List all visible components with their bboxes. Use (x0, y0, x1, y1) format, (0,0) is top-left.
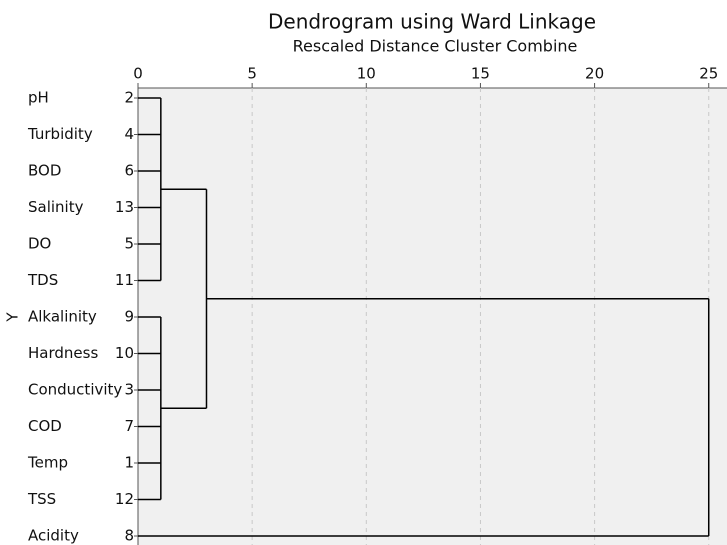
leaf-label: pH (28, 89, 49, 107)
leaf-id: 6 (124, 162, 134, 180)
leaf-id: 12 (115, 490, 134, 508)
leaf-label: Hardness (28, 344, 98, 362)
leaf-label: Alkalinity (28, 308, 97, 326)
leaf-id: 9 (124, 308, 134, 326)
leaf-id: 10 (115, 344, 134, 362)
x-tick-label: 0 (133, 65, 143, 83)
leaf-id: 2 (124, 89, 134, 107)
x-tick-label: 10 (357, 65, 376, 83)
x-tick-label: 15 (471, 65, 490, 83)
leaf-id: 5 (124, 235, 134, 253)
leaf-id: 1 (124, 454, 134, 472)
leaf-label: DO (28, 235, 51, 253)
x-tick-label: 5 (247, 65, 257, 83)
chart-title: Dendrogram using Ward Linkage (268, 10, 596, 34)
leaf-label: BOD (28, 162, 61, 180)
leaf-label: Turbidity (27, 125, 93, 143)
leaf-id: 11 (115, 271, 134, 289)
y-axis-label: Y (4, 312, 22, 323)
leaf-id: 8 (124, 527, 134, 545)
leaf-id: 13 (115, 198, 134, 216)
leaf-id: 4 (124, 125, 134, 143)
leaf-id: 3 (124, 381, 134, 399)
x-tick-label: 25 (699, 65, 718, 83)
plot-area (138, 88, 727, 545)
leaf-label: Conductivity (28, 381, 122, 399)
leaf-id: 7 (124, 417, 134, 435)
chart-subtitle: Rescaled Distance Cluster Combine (293, 37, 578, 56)
x-tick-label: 20 (585, 65, 604, 83)
leaf-label: Salinity (28, 198, 84, 216)
leaf-label: Acidity (28, 527, 79, 545)
leaf-label: TDS (27, 271, 58, 289)
leaf-label: COD (28, 417, 62, 435)
leaf-label: Temp (27, 454, 68, 472)
leaf-label: TSS (27, 490, 56, 508)
